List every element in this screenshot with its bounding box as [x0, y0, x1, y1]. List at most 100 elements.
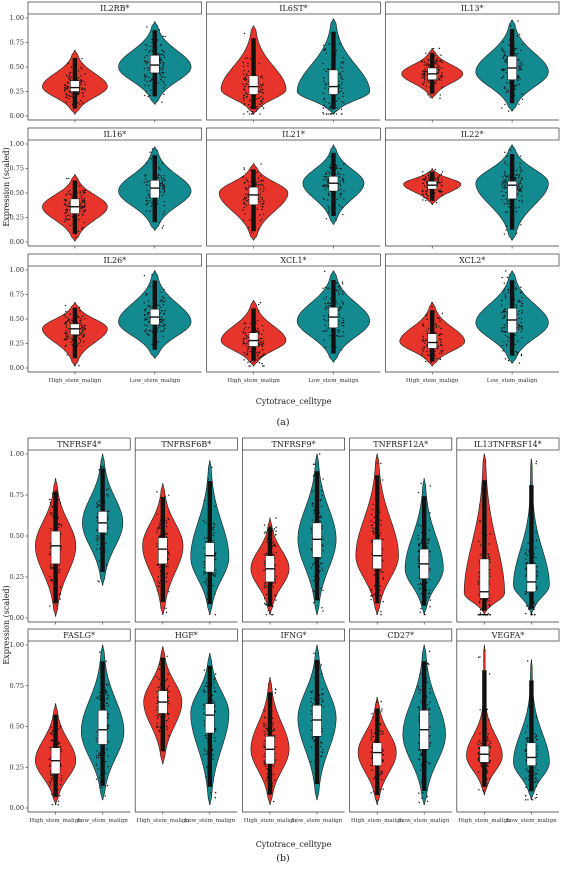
y-tick-label: 0.50	[10, 189, 24, 197]
high-box	[372, 539, 382, 570]
x-category-label: Low_stem_malign	[185, 818, 236, 824]
high-box	[372, 742, 382, 766]
x-category-label: Low_stem_malign	[399, 818, 450, 824]
low-column	[529, 680, 534, 792]
high-box	[70, 80, 80, 92]
low-box	[205, 542, 215, 573]
facet-tnfrsf6b: TNFRSF6B*	[134, 437, 238, 625]
low-box	[97, 511, 108, 533]
facet-title: TNFRSF6B*	[161, 440, 211, 449]
facet-strip	[27, 628, 131, 642]
facet-strip	[384, 253, 560, 267]
x-category-label: Low_stem_malign	[487, 378, 538, 384]
low-points	[143, 26, 166, 103]
facet-title: XCL2*	[459, 256, 485, 265]
facet-strip	[384, 1, 560, 15]
y-tick-label: 1.00	[10, 14, 24, 22]
low-column	[529, 485, 534, 609]
y-tick-label: 0.25	[10, 340, 24, 348]
facet-title: CD27*	[387, 631, 414, 640]
low-box	[150, 54, 160, 74]
facet-faslg: FASLG* 0.00 0.25 0.50 0.75 1.00 High_stem_mali…	[10, 628, 131, 824]
facet-tnfrsf9: TNFRSF9*	[242, 437, 345, 625]
y-tick-label: 0.75	[10, 291, 24, 299]
facet-title: IL13TNFRSF14*	[474, 440, 542, 449]
facet-title: IL6ST*	[279, 4, 307, 13]
facet-title: XCL1*	[280, 256, 306, 265]
x-axis-title: Cytotrace_celltype	[256, 840, 332, 849]
y-tick-label: 0.00	[10, 614, 24, 622]
facet-strip	[384, 127, 560, 141]
facet-il21: IL21*	[206, 127, 381, 249]
facet-il26: IL26* 0.00 0.25 0.50 0.75 1.00 High_stem_malig…	[10, 253, 203, 384]
facet-il2rb: IL2RB* 0.00 0.25 0.50 0.75 1.00	[10, 1, 203, 123]
y-tick-label: 0.00	[10, 238, 24, 246]
x-category-label: Low_stem_malign	[77, 818, 128, 824]
facet-strip	[27, 437, 131, 451]
facet-il22: IL22*	[384, 127, 560, 249]
facet-xcl2: XCL2* High_stem_malign Low_stem_malign	[384, 253, 560, 384]
y-tick-label: 0.00	[10, 364, 24, 372]
x-category-label: High_stem_malign	[406, 378, 459, 384]
facet-title: IL26*	[104, 256, 127, 265]
high-box	[265, 736, 275, 765]
x-category-label: High_stem_malign	[49, 378, 102, 384]
high-box	[248, 332, 259, 347]
y-tick-label: 0.50	[10, 63, 24, 71]
high-column	[482, 670, 487, 787]
x-axis-title: Cytotrace_celltype	[256, 397, 332, 406]
high-box	[479, 558, 490, 599]
y-tick-label: 0.25	[10, 763, 24, 771]
facet-title: FASLG*	[63, 631, 95, 640]
x-category-label: Low_stem_malign	[292, 818, 343, 824]
facet-strip	[134, 628, 238, 642]
low-box	[312, 522, 322, 558]
facet-strip	[206, 1, 381, 15]
facet-xcl1: XCL1* High_stem_malign Low_stem_malign	[206, 253, 381, 384]
high-box	[427, 333, 437, 349]
facet-title: IL2RB*	[100, 4, 129, 13]
facet-strip	[27, 127, 203, 141]
facet-title: TNFRSF12A*	[373, 440, 428, 449]
x-category-label: High_stem_malign	[137, 818, 190, 824]
y-tick-label: 1.00	[10, 641, 24, 649]
facet-strip	[242, 437, 345, 451]
low-box	[150, 180, 160, 199]
panel-label: (a)	[276, 417, 289, 428]
x-category-label: Low_stem_malign	[308, 378, 359, 384]
y-axis-title: Expression (scaled)	[2, 147, 11, 226]
low-box	[507, 180, 517, 200]
x-category-label: High_stem_malign	[244, 818, 297, 824]
facet-title: TNFRSF4*	[57, 440, 101, 449]
high-points	[63, 177, 86, 238]
y-tick-label: 1.00	[10, 140, 24, 148]
low-box	[328, 69, 339, 95]
low-points	[322, 270, 345, 353]
y-tick-label: 0.50	[10, 532, 24, 540]
facet-title: HGF*	[175, 631, 198, 640]
panel-label: (b)	[276, 853, 290, 864]
x-category-label: High_stem_malign	[351, 818, 404, 824]
high-box	[50, 530, 61, 565]
low-box	[526, 563, 537, 593]
high-box	[248, 75, 259, 95]
y-tick-label: 0.75	[10, 165, 24, 173]
facet-il16: IL16* 0.00 0.25 0.50 0.75 1.00	[10, 127, 203, 249]
y-tick-label: 0.25	[10, 214, 24, 222]
low-box	[312, 705, 322, 737]
facet-strip	[27, 253, 203, 267]
facet-il13: IL13*	[384, 1, 560, 123]
y-tick-label: 0.75	[10, 491, 24, 499]
y-tick-label: 1.00	[10, 450, 24, 458]
chart-panel-b: TNFRSF4* 0.00 0.25 0.50 0.75 1.00 TNFRSF6B* TNF…	[2, 437, 560, 864]
facet-strip	[456, 628, 560, 642]
facet-strip	[134, 437, 238, 451]
facet-title: VEGFA*	[491, 631, 525, 640]
facet-title: IL16*	[104, 130, 127, 139]
high-column	[482, 480, 487, 611]
